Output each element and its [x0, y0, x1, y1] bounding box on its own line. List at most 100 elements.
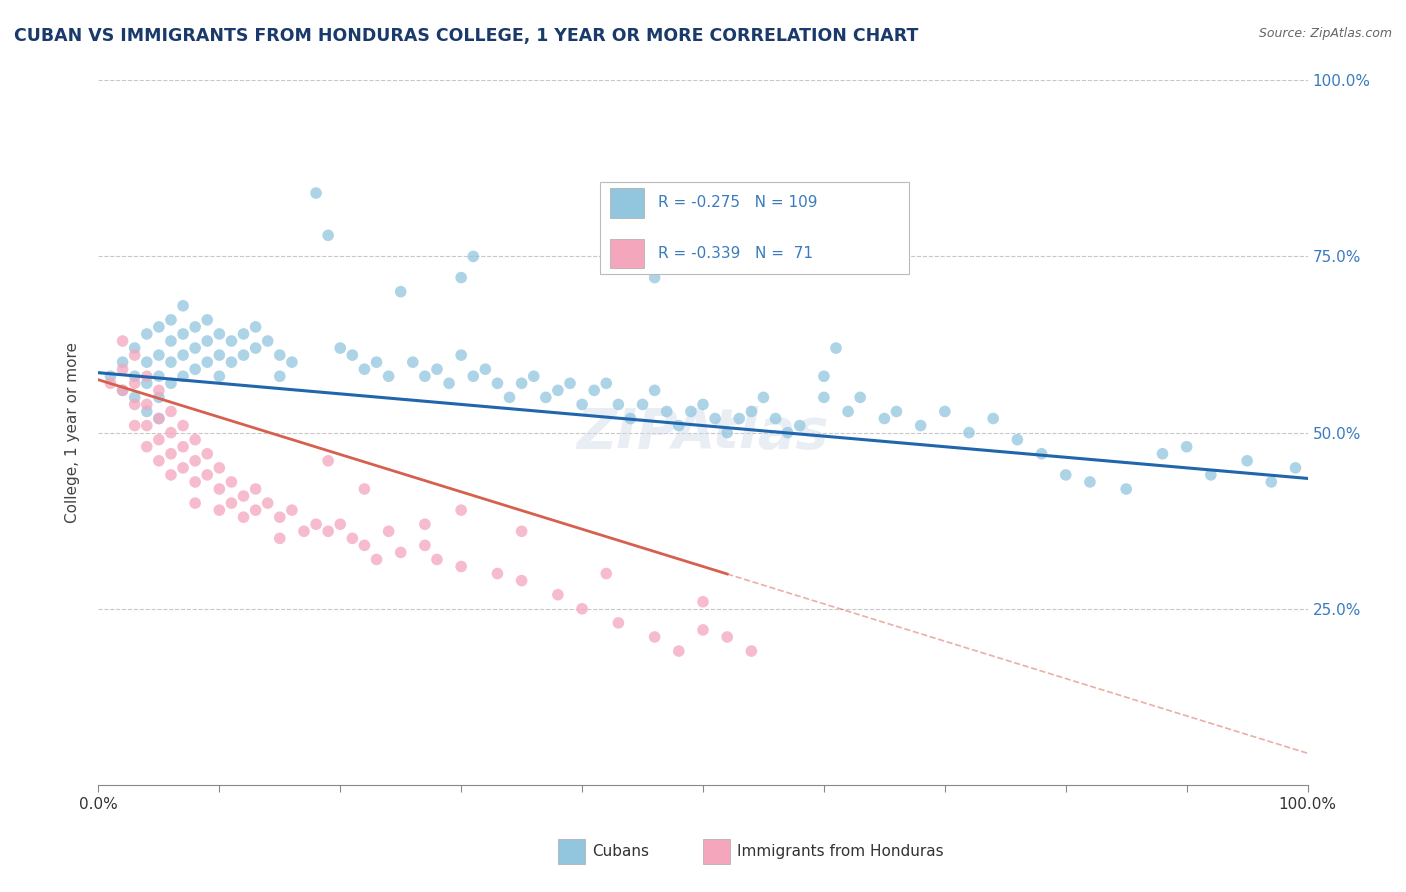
- Point: [1152, 447, 1174, 461]
- Point: [849, 391, 872, 405]
- Point: [825, 341, 848, 355]
- Point: [281, 355, 304, 369]
- Point: [377, 369, 399, 384]
- Point: [547, 384, 569, 398]
- Point: [1199, 467, 1222, 482]
- Point: [644, 630, 666, 644]
- Point: [463, 250, 485, 264]
- Point: [135, 397, 157, 411]
- Point: [1284, 460, 1306, 475]
- Point: [1236, 454, 1258, 468]
- Point: [389, 285, 412, 299]
- Point: [353, 362, 375, 376]
- Point: [789, 418, 811, 433]
- Point: [377, 524, 399, 539]
- Point: [245, 320, 267, 334]
- Point: [148, 391, 170, 405]
- Point: [813, 369, 835, 384]
- Point: [837, 404, 859, 418]
- Point: [450, 270, 472, 285]
- Point: [631, 397, 654, 411]
- Point: [607, 397, 630, 411]
- Point: [437, 376, 460, 391]
- Point: [957, 425, 980, 440]
- Point: [426, 552, 449, 566]
- Point: [644, 270, 666, 285]
- Point: [172, 348, 194, 362]
- Point: [172, 326, 194, 341]
- Point: [148, 411, 170, 425]
- Point: [934, 404, 956, 418]
- Text: Immigrants from Honduras: Immigrants from Honduras: [737, 844, 943, 859]
- Point: [184, 475, 207, 489]
- Point: [679, 404, 702, 418]
- Point: [135, 326, 157, 341]
- Text: R = -0.275   N = 109: R = -0.275 N = 109: [658, 195, 818, 211]
- Point: [1031, 447, 1053, 461]
- Text: ZIPAtlas: ZIPAtlas: [576, 406, 830, 459]
- Point: [184, 433, 207, 447]
- Point: [111, 334, 134, 348]
- Point: [124, 348, 146, 362]
- Point: [148, 454, 170, 468]
- Point: [534, 391, 557, 405]
- Point: [523, 369, 546, 384]
- Point: [981, 411, 1004, 425]
- Point: [1078, 475, 1101, 489]
- Point: [486, 376, 509, 391]
- Point: [716, 425, 738, 440]
- Bar: [610, 239, 644, 268]
- Point: [124, 341, 146, 355]
- Point: [269, 348, 291, 362]
- Point: [1260, 475, 1282, 489]
- Point: [752, 391, 775, 405]
- Point: [366, 355, 388, 369]
- Point: [160, 376, 183, 391]
- Point: [510, 574, 533, 588]
- Point: [305, 186, 328, 200]
- Point: [111, 384, 134, 398]
- Point: [232, 510, 254, 524]
- FancyBboxPatch shape: [600, 183, 908, 274]
- Point: [135, 418, 157, 433]
- Point: [413, 538, 436, 552]
- Point: [316, 228, 339, 243]
- Point: [148, 369, 170, 384]
- Point: [232, 348, 254, 362]
- Point: [329, 517, 352, 532]
- Point: [316, 454, 339, 468]
- Point: [668, 644, 690, 658]
- Point: [160, 313, 183, 327]
- Bar: [610, 188, 644, 218]
- Point: [547, 588, 569, 602]
- Point: [450, 503, 472, 517]
- Point: [135, 376, 157, 391]
- Point: [292, 524, 315, 539]
- Point: [256, 334, 278, 348]
- Point: [619, 411, 641, 425]
- Point: [510, 524, 533, 539]
- Point: [607, 615, 630, 630]
- Point: [813, 391, 835, 405]
- Point: [692, 397, 714, 411]
- Point: [160, 467, 183, 482]
- Point: [160, 425, 183, 440]
- Point: [160, 334, 183, 348]
- Point: [765, 411, 787, 425]
- Point: [148, 348, 170, 362]
- Point: [148, 320, 170, 334]
- Point: [195, 467, 218, 482]
- Y-axis label: College, 1 year or more: College, 1 year or more: [65, 343, 80, 523]
- Point: [232, 489, 254, 503]
- Point: [353, 538, 375, 552]
- Bar: [703, 839, 730, 863]
- Point: [135, 355, 157, 369]
- Point: [329, 341, 352, 355]
- Point: [413, 369, 436, 384]
- Point: [245, 503, 267, 517]
- Point: [571, 601, 593, 615]
- Point: [195, 355, 218, 369]
- Point: [124, 369, 146, 384]
- Point: [221, 334, 243, 348]
- Point: [208, 503, 231, 517]
